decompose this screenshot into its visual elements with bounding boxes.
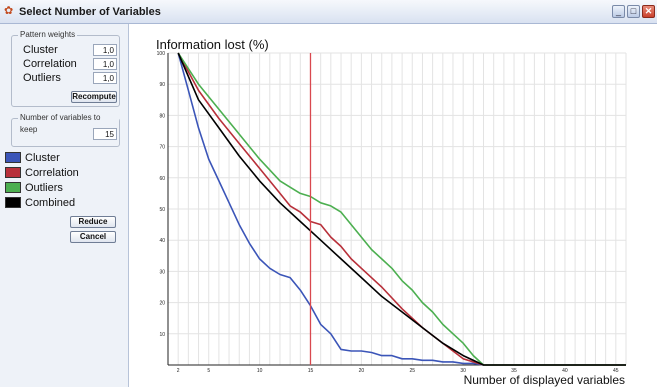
y-axis-label: Information lost (%) [156,37,269,52]
legend-label-correlation: Correlation [25,167,79,179]
x-tick-label: 5 [207,368,210,374]
weight-label-correlation: Correlation [23,58,77,70]
sidebar-panel: Pattern weights Cluster Correlation Outl… [0,24,129,387]
x-axis-label: Number of displayed variables [464,373,625,387]
y-tick-label: 20 [159,301,165,307]
y-tick-label: 50 [159,207,165,213]
x-tick-label: 30 [460,368,466,374]
pattern-weights-title: Pattern weights [18,29,78,41]
outliers-weight-input[interactable] [93,72,117,84]
reduce-button[interactable]: Reduce [70,216,116,228]
x-tick-label: 45 [613,368,619,374]
x-tick-label: 40 [562,368,568,374]
window-title: Select Number of Variables [19,6,161,18]
recompute-button[interactable]: Recompute [71,91,117,103]
x-tick-label: 15 [308,368,314,374]
legend-swatch-cluster [5,152,21,163]
legend-swatch-combined [5,197,21,208]
legend-swatch-correlation [5,167,21,178]
series-line-combined [177,52,626,366]
legend-label-combined: Combined [25,197,76,209]
weight-label-outliers: Outliers [23,72,61,84]
y-tick-label: 60 [159,176,165,182]
maximize-button[interactable]: □ [627,5,640,18]
keep-variables-input[interactable] [93,128,117,140]
weight-label-cluster: Cluster [23,44,58,56]
app-icon: ✿ [4,5,14,17]
minimize-button[interactable]: _ [612,5,625,18]
y-tick-label: 30 [159,269,165,275]
legend-label-cluster: Cluster [25,152,60,164]
y-tick-label: 80 [159,113,165,119]
cancel-button[interactable]: Cancel [70,231,116,243]
y-tick-label: 40 [159,238,165,244]
y-tick-label: 100 [157,51,166,57]
pattern-weights-group: Pattern weights Cluster Correlation Outl… [11,29,120,107]
series-line-cluster [177,52,626,366]
chart-series [177,52,626,366]
legend-label-outliers: Outliers [25,182,63,194]
correlation-weight-input[interactable] [93,58,117,70]
x-tick-label: 2 [177,368,180,374]
x-tick-label: 20 [359,368,365,374]
x-tick-label: 25 [409,368,415,374]
series-line-outliers [177,52,626,366]
y-tick-label: 10 [159,332,165,338]
keep-variables-title: Number of variables to keep [18,112,119,136]
y-tick-label: 90 [159,82,165,88]
y-tick-label: 70 [159,145,165,151]
information-loss-chart[interactable]: 10 20 30 40 50 60 70 80 90 100 2 5 10 15 20 25 30 35 40 45 … [130,24,657,387]
x-tick-label: 10 [257,368,263,374]
keep-variables-group: Number of variables to keep [11,112,120,147]
cluster-weight-input[interactable] [93,44,117,56]
close-button[interactable]: ✕ [642,5,655,18]
chart-grid [167,52,627,365]
legend-swatch-outliers [5,182,21,193]
x-tick-label: 35 [511,368,517,374]
window-title-bar[interactable]: ✿ Select Number of Variables _ □ ✕ [0,0,657,24]
